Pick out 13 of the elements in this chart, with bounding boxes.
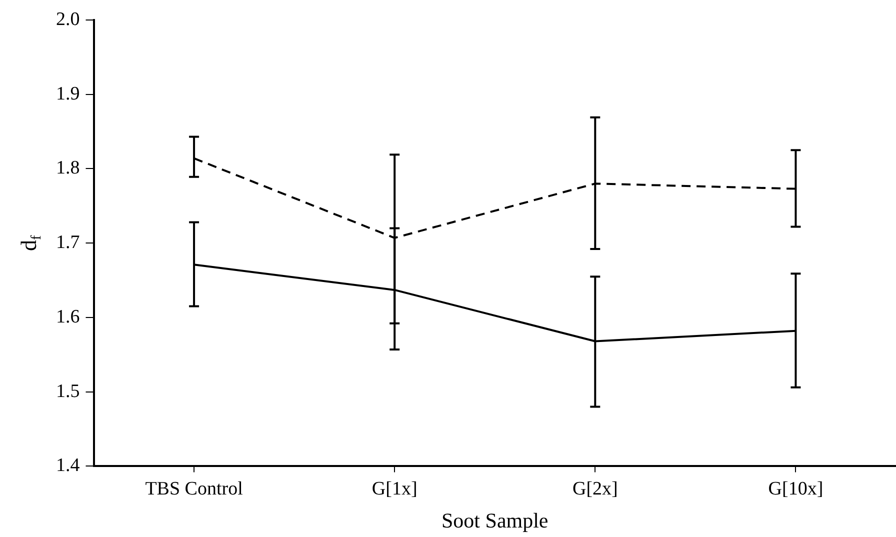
x-tick-label: G[1x]: [372, 478, 418, 500]
x-axis-title: Soot Sample: [442, 508, 548, 533]
y-tick-label: 1.7: [56, 232, 80, 254]
y-tick-label: 2.0: [56, 8, 80, 30]
x-tick-label: TBS Control: [145, 478, 243, 500]
y-axis-title: df: [16, 234, 44, 251]
y-tick-label: 1.5: [56, 380, 80, 402]
x-tick-label: G[10x]: [768, 478, 824, 500]
x-tick-label: G[2x]: [572, 478, 618, 500]
y-tick-label: 1.8: [56, 158, 80, 179]
y-tick-label: 1.6: [56, 306, 80, 328]
y-tick-label: 1.9: [56, 83, 80, 104]
y-tick-label: 1.4: [56, 455, 80, 476]
